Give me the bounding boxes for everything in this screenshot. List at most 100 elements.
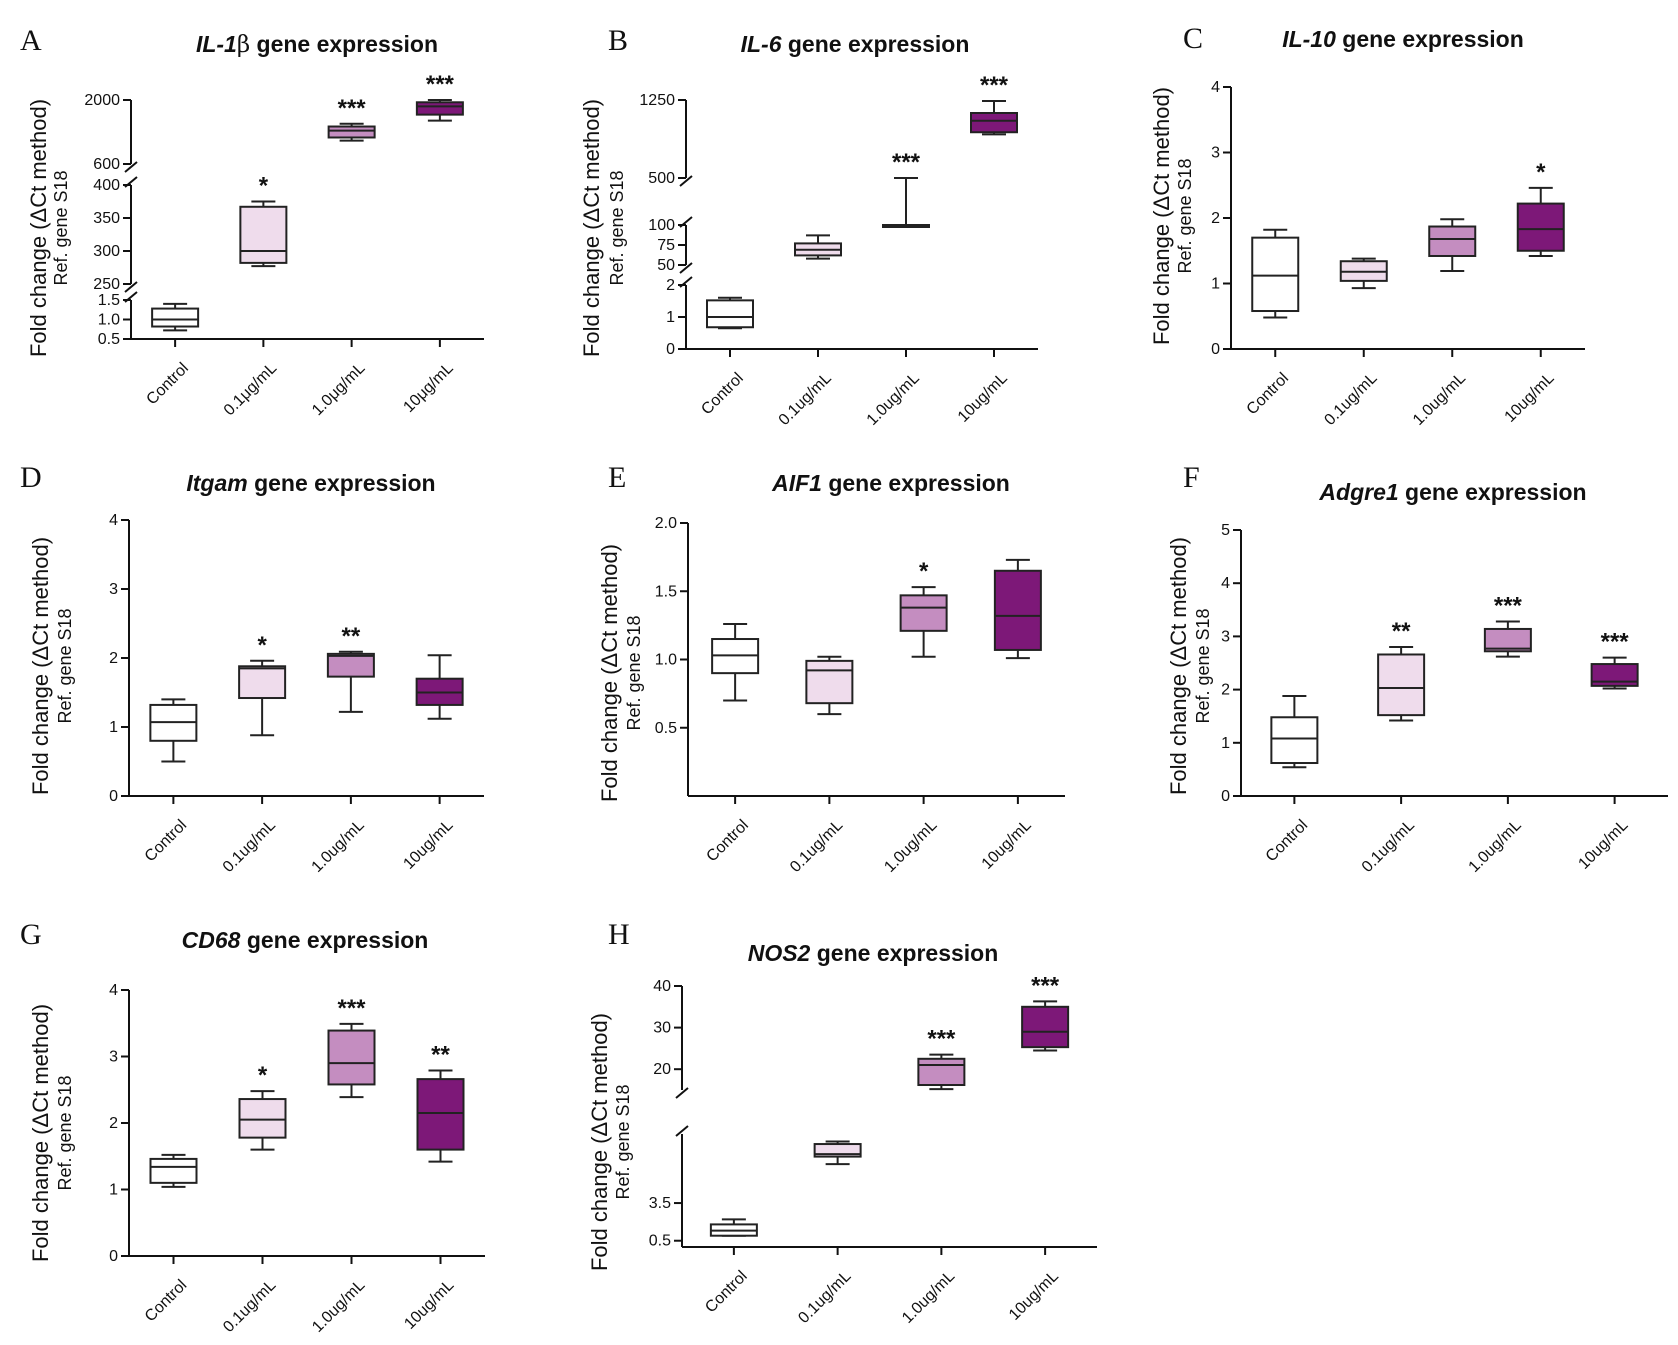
y-axis: [680, 522, 689, 796]
box-iqr: [993, 569, 1042, 651]
panel-h: H NOS2 gene expression Fold change (ΔCt me…: [587, 918, 1097, 1327]
y-tick-label: 350: [93, 210, 120, 227]
box-4: * 10ug/mL: [1502, 159, 1565, 426]
box-iqr: [899, 594, 948, 632]
box-3: *** 1.0ug/mL: [864, 149, 930, 429]
y-axis-label: Fold change (ΔCt method): [579, 99, 604, 357]
y-tick-label: 1.5: [655, 583, 677, 600]
panel-letter: B: [608, 24, 628, 57]
x-category-label: 0.1ug/mL: [220, 817, 279, 876]
y-tick-label: 300: [93, 243, 120, 260]
box-iqr: [151, 307, 200, 328]
box-iqr: [805, 659, 854, 705]
box-3: * 1.0ug/mL: [881, 558, 948, 876]
panel-e: E AIF1 gene expression Fold change (ΔCt me…: [597, 461, 1065, 876]
box-4: ** 10ug/mL: [401, 1041, 465, 1333]
y-tick-label: 3.5: [649, 1195, 671, 1212]
y-tick-label: 0: [109, 788, 118, 805]
significance-marker: **: [431, 1041, 450, 1068]
box-iqr: [238, 1098, 287, 1139]
x-category-label: 0.1ug/mL: [1359, 817, 1418, 876]
significance-marker: *: [257, 632, 267, 659]
x-category-label: 10ug/mL: [955, 370, 1011, 426]
gene-name: CD68: [182, 927, 241, 953]
y-tick-label: 2: [1211, 210, 1220, 227]
box-1: Control: [703, 623, 760, 865]
y-axis: [123, 99, 138, 340]
x-category-label: 0.1μg/mL: [221, 360, 280, 419]
axis-break: [679, 276, 693, 288]
axis-break: [675, 1125, 689, 1137]
y-tick-label: 20: [653, 1061, 671, 1078]
box-1: Control: [142, 1153, 198, 1325]
panel-title: IL-1β gene expression: [196, 31, 438, 58]
box-4: *** 10ug/mL: [1575, 629, 1639, 873]
y-tick-label: 1.0: [98, 312, 120, 329]
significance-marker: **: [342, 623, 361, 650]
box-4: *** 10ug/mL: [955, 72, 1018, 426]
box-iqr: [1483, 627, 1532, 653]
significance-marker: ***: [980, 72, 1009, 99]
y-axis-label: Fold change (ΔCt method): [1149, 87, 1174, 345]
x-category-label: 0.1ug/mL: [1321, 370, 1380, 429]
y-tick-label: 2: [1221, 682, 1230, 699]
box-4: 10ug/mL: [400, 654, 464, 873]
box-iqr: [149, 1157, 198, 1184]
box-2: 0.1ug/mL: [776, 234, 842, 429]
axis-break: [679, 175, 693, 187]
panel-title: NOS2 gene expression: [748, 940, 999, 966]
y-axis-label: Fold change (ΔCt method): [28, 1004, 53, 1262]
y-tick-label: 0.5: [649, 1233, 671, 1250]
y-tick-label: 4: [109, 982, 118, 999]
title-suffix: gene expression: [781, 31, 969, 57]
x-category-label: Control: [142, 1277, 190, 1325]
x-category-label: 10ug/mL: [1502, 370, 1558, 426]
y-tick-label: 3: [109, 581, 118, 598]
panel-title: CD68 gene expression: [182, 927, 429, 953]
box-1: Control: [702, 1218, 758, 1316]
x-category-label: 10ug/mL: [1006, 1268, 1062, 1324]
significance-marker: **: [1392, 618, 1411, 645]
box-iqr: [1590, 663, 1639, 687]
y-tick-label: 50: [657, 257, 675, 274]
x-category-label: 10ug/mL: [401, 1277, 457, 1333]
x-category-label: Control: [1263, 817, 1311, 865]
box-iqr: [327, 1029, 376, 1086]
x-category-label: 10μg/mL: [400, 360, 456, 416]
y-tick-label: 3: [109, 1049, 118, 1066]
panel-letter: F: [1183, 461, 1200, 494]
y-tick-label: 250: [93, 276, 120, 293]
significance-marker: ***: [1601, 629, 1630, 656]
box-3: ** 1.0ug/mL: [309, 623, 375, 876]
panel-b: B IL-6 gene expression Fold change (ΔCt me…: [579, 24, 1038, 429]
box-iqr: [239, 205, 288, 264]
box-2: * 0.1ug/mL: [220, 632, 287, 876]
box-1: Control: [1263, 694, 1319, 865]
y-tick-label: 1: [109, 719, 118, 736]
panel-letter: E: [608, 461, 626, 494]
y-tick-label: 0: [1211, 341, 1220, 358]
gene-name: IL-10: [1282, 26, 1336, 52]
y-tick-label: 2: [666, 277, 675, 294]
title-suffix: gene expression: [822, 470, 1010, 496]
y-axis: [1223, 86, 1232, 350]
significance-marker: ***: [927, 1026, 956, 1053]
panel-title: AIF1 gene expression: [771, 470, 1010, 496]
y-tick-label: 2000: [84, 92, 120, 109]
x-category-label: Control: [698, 370, 746, 418]
x-category-label: 1.0ug/mL: [881, 817, 940, 876]
title-suffix: gene expression: [1399, 479, 1587, 505]
significance-marker: ***: [1494, 593, 1523, 620]
x-category-label: 0.1ug/mL: [795, 1268, 854, 1327]
box-3: *** 1.0ug/mL: [1466, 593, 1532, 876]
box-iqr: [238, 665, 287, 700]
box-iqr: [415, 101, 464, 116]
y-tick-label: 1.0: [655, 652, 677, 669]
panel-letter: H: [608, 918, 630, 951]
box-2: ** 0.1ug/mL: [1359, 618, 1426, 876]
y-axis-sublabel: Ref. gene S18: [607, 170, 627, 285]
box-iqr: [326, 652, 375, 678]
y-tick-label: 100: [648, 217, 675, 234]
x-category-label: 0.1ug/mL: [776, 370, 835, 429]
box-3: *** 1.0ug/mL: [899, 1026, 966, 1327]
